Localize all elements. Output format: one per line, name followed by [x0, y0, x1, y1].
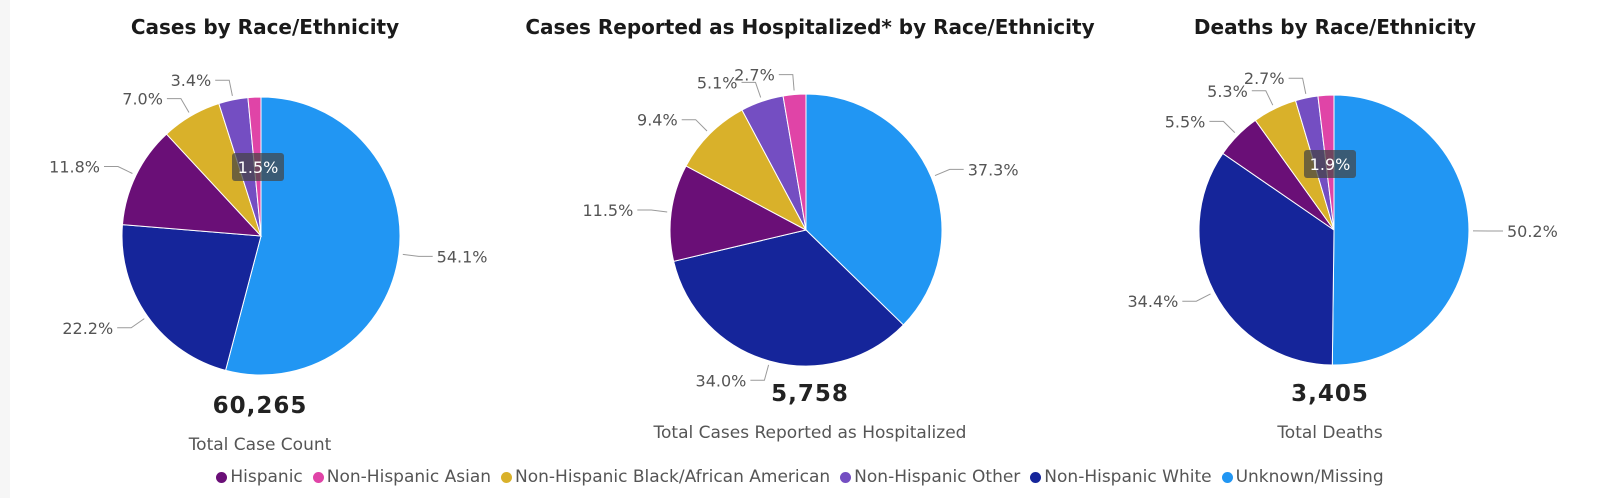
- legend-label: Non-Hispanic Asian: [326, 467, 492, 487]
- legend-item[interactable]: Non-Hispanic Asian: [312, 467, 492, 487]
- legend-label: Unknown/Missing: [1235, 467, 1384, 487]
- data-label: 5.5%: [1165, 112, 1206, 131]
- total-case-count-label: Total Case Count: [188, 435, 332, 455]
- leader-line: [166, 98, 190, 113]
- legend-item[interactable]: Non-Hispanic Black/African American: [501, 467, 830, 487]
- leader-line: [778, 74, 795, 91]
- legend-label: Hispanic: [230, 467, 303, 487]
- legend: Hispanic Non-Hispanic Asian Non-Hispanic B…: [0, 464, 1600, 490]
- data-label: 2.7%: [734, 66, 775, 85]
- leader-line: [215, 79, 233, 96]
- leader-line: [1182, 293, 1211, 302]
- leader-line: [750, 364, 770, 381]
- leader-line: [104, 166, 133, 174]
- pie-labels-deaths: 50.2% 34.4% 5.5%5.3%2.7% 1.9%: [1128, 69, 1558, 311]
- data-label: 34.0%: [696, 371, 747, 390]
- legend-dot: [840, 471, 852, 483]
- pie-labels-cases: 54.1% 22.2% 11.8% 7.0% 3.4% 1.5%: [49, 71, 487, 338]
- total-hospitalized-value: 5,758: [771, 381, 849, 407]
- data-label: 37.3%: [968, 160, 1019, 179]
- data-label: 7.0%: [122, 90, 163, 109]
- data-label: 2.7%: [1244, 69, 1285, 88]
- legend-label: Non-Hispanic Black/African American: [515, 467, 831, 487]
- data-label: 9.4%: [637, 111, 678, 130]
- pie-slice[interactable]: [782, 93, 807, 231]
- data-label: 50.2%: [1507, 222, 1558, 241]
- legend-label: Non-Hispanic Other: [854, 467, 1021, 487]
- data-label: 11.5%: [582, 201, 633, 220]
- chart-title-cases: Cases by Race/Ethnicity: [130, 15, 400, 39]
- leader-line: [1209, 120, 1236, 133]
- data-label: 3.4%: [171, 71, 212, 90]
- total-case-count-value: 60,265: [212, 393, 308, 419]
- leader-line: [741, 81, 762, 98]
- data-label: 34.4%: [1128, 292, 1179, 311]
- pie-deaths: [1198, 94, 1470, 366]
- pie-slice[interactable]: [121, 133, 263, 237]
- pie-labels-hospitalized: 37.3% 34.0% 11.5% 9.4% 5.1%2.7%: [582, 66, 1018, 391]
- pie-slice[interactable]: [669, 165, 808, 262]
- total-deaths-label: Total Deaths: [1277, 423, 1383, 443]
- total-hospitalized-label: Total Cases Reported as Hospitalized: [653, 423, 967, 443]
- leader-line: [117, 318, 145, 329]
- data-label-box: [1304, 150, 1356, 178]
- data-label-box: [232, 153, 284, 181]
- legend-dot: [216, 471, 228, 483]
- data-label: 54.1%: [437, 247, 488, 266]
- leader-line: [402, 253, 433, 257]
- pie-slice[interactable]: [121, 224, 262, 372]
- total-deaths-value: 3,405: [1291, 381, 1369, 407]
- leader-line: [1288, 77, 1307, 94]
- legend-item[interactable]: Non-Hispanic White: [1030, 467, 1212, 487]
- left-edge-strip: [0, 0, 10, 498]
- pie-slice[interactable]: [805, 93, 943, 326]
- pie-cases: [121, 96, 401, 376]
- data-label: 5.3%: [1207, 82, 1248, 101]
- pie-slice[interactable]: [1331, 94, 1470, 366]
- legend-item[interactable]: Non-Hispanic Other: [840, 467, 1020, 487]
- data-label: 1.5%: [238, 158, 279, 177]
- chart-title-hospitalized: Cases Reported as Hospitalized* by Race/…: [525, 15, 1095, 39]
- legend-dot: [312, 471, 324, 483]
- legend-item[interactable]: Unknown/Missing: [1221, 467, 1384, 487]
- pie-slice[interactable]: [673, 229, 905, 367]
- data-label: 22.2%: [62, 319, 113, 338]
- data-label: 5.1%: [697, 73, 738, 92]
- legend-dot: [501, 471, 513, 483]
- pie-slice[interactable]: [1198, 152, 1335, 366]
- leader-line: [637, 209, 668, 213]
- legend-label: Non-Hispanic White: [1044, 467, 1212, 487]
- leader-line: [1251, 90, 1274, 106]
- pie-slice[interactable]: [685, 109, 808, 232]
- legend-item[interactable]: Hispanic: [216, 467, 303, 487]
- leader-line: [681, 119, 708, 132]
- data-label: 1.9%: [1310, 155, 1351, 174]
- pie-hospitalized: [669, 93, 943, 367]
- legend-dot: [1221, 471, 1233, 483]
- chart-title-deaths: Deaths by Race/Ethnicity: [1193, 15, 1477, 39]
- leader-line: [934, 168, 964, 177]
- legend-dot: [1030, 471, 1042, 483]
- data-label: 11.8%: [49, 157, 100, 176]
